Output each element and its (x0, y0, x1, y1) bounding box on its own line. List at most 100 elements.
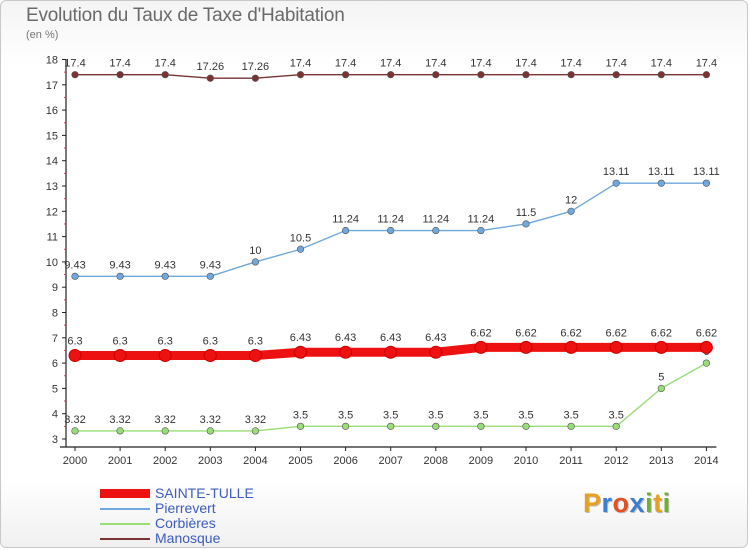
data-label: 17.26 (197, 61, 225, 73)
data-point (387, 422, 395, 430)
data-point (342, 226, 350, 235)
logo-letter: P (583, 488, 602, 518)
logo-letter: x (629, 488, 646, 518)
data-label: 6.43 (290, 332, 311, 344)
legend-label: Pierrevert (155, 500, 216, 516)
data-label: 9.43 (64, 259, 85, 271)
data-label: 3.5 (473, 409, 488, 421)
data-label: 9.43 (200, 259, 221, 271)
data-label: 3.5 (428, 409, 443, 421)
legend-swatch (100, 538, 150, 540)
data-point (522, 71, 530, 79)
data-label: 10.5 (290, 232, 311, 244)
y-tick-label: 16 (46, 105, 58, 117)
x-tick-label: 2005 (288, 455, 312, 467)
legend-item: Corbières (100, 516, 254, 531)
y-tick-label: 8 (52, 308, 58, 320)
y-tick-label: 14 (46, 156, 58, 168)
data-label: 13.11 (648, 166, 675, 178)
legend-label: Manosque (155, 530, 221, 546)
legend: SAINTE-TULLE Pierrevert Corbières Manosque (100, 486, 254, 546)
data-label: 11.24 (422, 214, 449, 226)
data-label: 6.62 (651, 327, 672, 339)
data-label: 17.4 (425, 58, 446, 70)
x-tick-label: 2001 (108, 455, 132, 467)
logo-letter: o (612, 488, 630, 518)
data-point (206, 427, 214, 435)
logo-letter: t (653, 488, 663, 518)
data-label: 11.5 (516, 207, 537, 219)
data-point (567, 422, 575, 430)
data-point (702, 359, 711, 367)
data-label: 3.5 (563, 409, 578, 421)
data-point (567, 207, 575, 215)
data-label: 11.24 (377, 214, 404, 226)
data-point (161, 272, 169, 280)
data-point (71, 71, 79, 79)
data-label: 6.3 (158, 336, 173, 348)
y-tick-label: 11 (47, 232, 58, 244)
data-point (387, 226, 395, 235)
data-point (612, 71, 620, 79)
data-label: 6.62 (470, 327, 491, 339)
data-point (116, 272, 124, 280)
data-point (158, 349, 172, 363)
data-label: 9.43 (154, 259, 175, 271)
data-label: 3.32 (245, 414, 266, 426)
x-tick-label: 2000 (63, 455, 87, 467)
data-point (161, 71, 169, 79)
data-point (477, 71, 485, 79)
y-tick-label: 4 (52, 409, 58, 421)
data-label: 6.3 (203, 336, 218, 348)
legend-swatch (100, 523, 150, 525)
legend-label: Corbières (155, 515, 216, 531)
data-point (339, 345, 353, 359)
data-point (612, 179, 620, 187)
y-tick-label: 3 (52, 434, 58, 446)
y-tick-label: 5 (52, 383, 58, 395)
data-point (251, 74, 259, 82)
x-tick-label: 2008 (424, 455, 448, 467)
y-tick-label: 7 (52, 333, 58, 345)
data-label: 3.32 (200, 414, 221, 426)
data-point (477, 422, 485, 430)
data-point (564, 340, 578, 354)
x-tick-label: 2007 (378, 455, 402, 467)
data-label: 9.43 (109, 259, 130, 271)
data-point (251, 258, 259, 266)
data-point (657, 384, 665, 393)
data-label: 6.62 (696, 327, 717, 339)
data-point (342, 422, 350, 430)
data-point (609, 340, 623, 354)
data-label: 17.4 (605, 58, 626, 70)
data-label: 11.24 (468, 214, 495, 226)
y-tick-label: 18 (46, 55, 58, 67)
logo-letter: r (601, 488, 613, 518)
data-label: 6.3 (67, 336, 82, 348)
data-label: 6.3 (112, 336, 127, 348)
x-tick-label: 2004 (243, 455, 267, 467)
data-label: 17.4 (290, 58, 311, 70)
data-point (702, 71, 711, 79)
data-label: 17.4 (696, 58, 717, 70)
x-tick-label: 2006 (333, 455, 357, 467)
data-label: 17.4 (335, 58, 356, 70)
x-tick-label: 2013 (649, 455, 673, 467)
data-point (206, 74, 214, 82)
x-tick-label: 2002 (153, 455, 177, 467)
x-tick-label: 2011 (559, 455, 583, 467)
legend-label: SAINTE-TULLE (155, 485, 254, 501)
data-point (116, 71, 124, 79)
data-point (699, 340, 713, 354)
y-tick-label: 9 (52, 282, 58, 294)
legend-item: SAINTE-TULLE (100, 486, 254, 501)
data-point (477, 226, 485, 235)
y-tick-label: 15 (46, 130, 58, 142)
x-tick-label: 2014 (694, 455, 718, 467)
proxiti-logo: Proxiti (583, 488, 671, 519)
data-point (342, 71, 350, 79)
data-label: 12 (565, 194, 577, 206)
data-label: 11.24 (332, 214, 359, 226)
data-point (248, 349, 262, 363)
data-point (519, 340, 533, 354)
